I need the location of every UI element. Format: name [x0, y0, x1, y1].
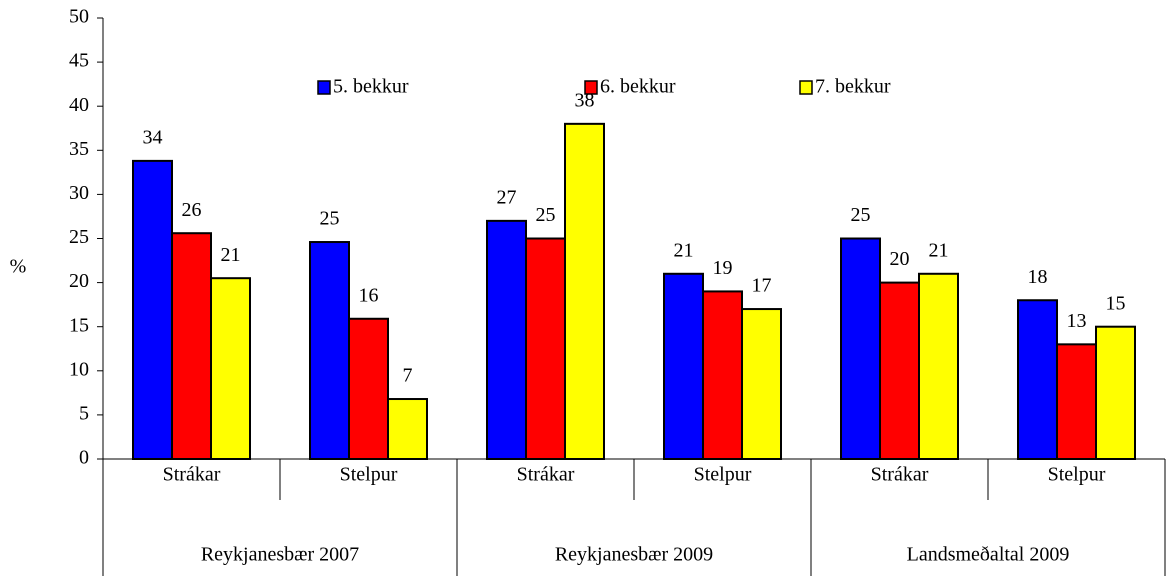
data-label: 19 — [713, 257, 733, 279]
y-tick-label: 50 — [69, 6, 89, 28]
x-tick-label: Stelpur — [1048, 464, 1106, 486]
data-label: 18 — [1028, 266, 1048, 288]
y-tick-label: 45 — [69, 50, 89, 72]
bar — [879, 281, 920, 460]
group-label: Landsmeðaltal 2009 — [907, 544, 1070, 566]
data-label: 25 — [851, 204, 871, 226]
bar — [663, 272, 704, 460]
bar — [1056, 343, 1097, 460]
bar — [387, 398, 428, 460]
data-label: 27 — [497, 186, 517, 208]
bar — [702, 290, 743, 461]
bar — [132, 159, 173, 460]
data-label: 38 — [575, 89, 595, 111]
y-axis-label: % — [10, 256, 27, 278]
bar — [1017, 299, 1058, 460]
y-tick-label: 20 — [69, 270, 89, 292]
legend-swatch — [317, 80, 331, 95]
data-label: 21 — [929, 239, 949, 261]
y-tick-label: 0 — [79, 447, 89, 469]
data-label: 26 — [182, 199, 202, 221]
legend-label: 7. bekkur — [815, 76, 891, 98]
bar — [486, 219, 527, 460]
bar — [309, 241, 350, 460]
y-tick-label: 10 — [69, 358, 89, 380]
data-label: 20 — [890, 248, 910, 270]
legend-label: 6. bekkur — [600, 76, 676, 98]
y-tick-label: 25 — [69, 226, 89, 248]
x-tick-label: Strákar — [163, 464, 221, 486]
bar — [918, 272, 959, 460]
data-label: 17 — [752, 275, 772, 297]
data-label: 13 — [1067, 310, 1087, 332]
x-tick-label: Stelpur — [694, 464, 752, 486]
bar — [840, 237, 881, 460]
data-label: 34 — [143, 126, 163, 148]
data-label: 21 — [221, 244, 241, 266]
bar — [171, 232, 212, 460]
bar — [564, 122, 605, 460]
y-tick-label: 15 — [69, 314, 89, 336]
data-label: 21 — [674, 239, 694, 261]
data-label: 16 — [359, 284, 379, 306]
x-tick-label: Stelpur — [340, 464, 398, 486]
bar — [348, 317, 389, 460]
data-label: 15 — [1106, 292, 1126, 314]
bar — [525, 237, 566, 460]
group-label: Reykjanesbær 2007 — [201, 544, 359, 566]
data-label: 25 — [320, 208, 340, 230]
y-tick-label: 30 — [69, 182, 89, 204]
y-tick-label: 40 — [69, 94, 89, 116]
bar — [210, 277, 251, 460]
group-label: Reykjanesbær 2009 — [555, 544, 713, 566]
x-tick-label: Strákar — [871, 464, 929, 486]
y-tick-label: 35 — [69, 138, 89, 160]
legend-label: 5. bekkur — [333, 76, 409, 98]
bar — [741, 308, 782, 460]
bar — [1095, 325, 1136, 461]
x-tick-label: Strákar — [517, 464, 575, 486]
data-label: 7 — [403, 365, 413, 387]
y-tick-label: 5 — [79, 402, 89, 424]
legend-swatch — [799, 80, 813, 95]
data-label: 25 — [536, 204, 556, 226]
legend-swatch — [584, 80, 598, 95]
